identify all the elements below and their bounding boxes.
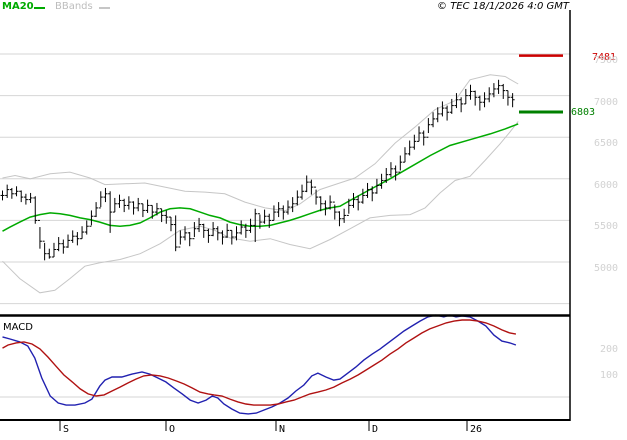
macd-signal-line <box>2 319 517 406</box>
ma20-line <box>2 123 519 232</box>
ohlc-bars <box>0 79 515 261</box>
macd-line <box>2 314 517 415</box>
bollinger-upper-line <box>2 74 519 212</box>
bollinger-lower-line <box>2 121 519 294</box>
